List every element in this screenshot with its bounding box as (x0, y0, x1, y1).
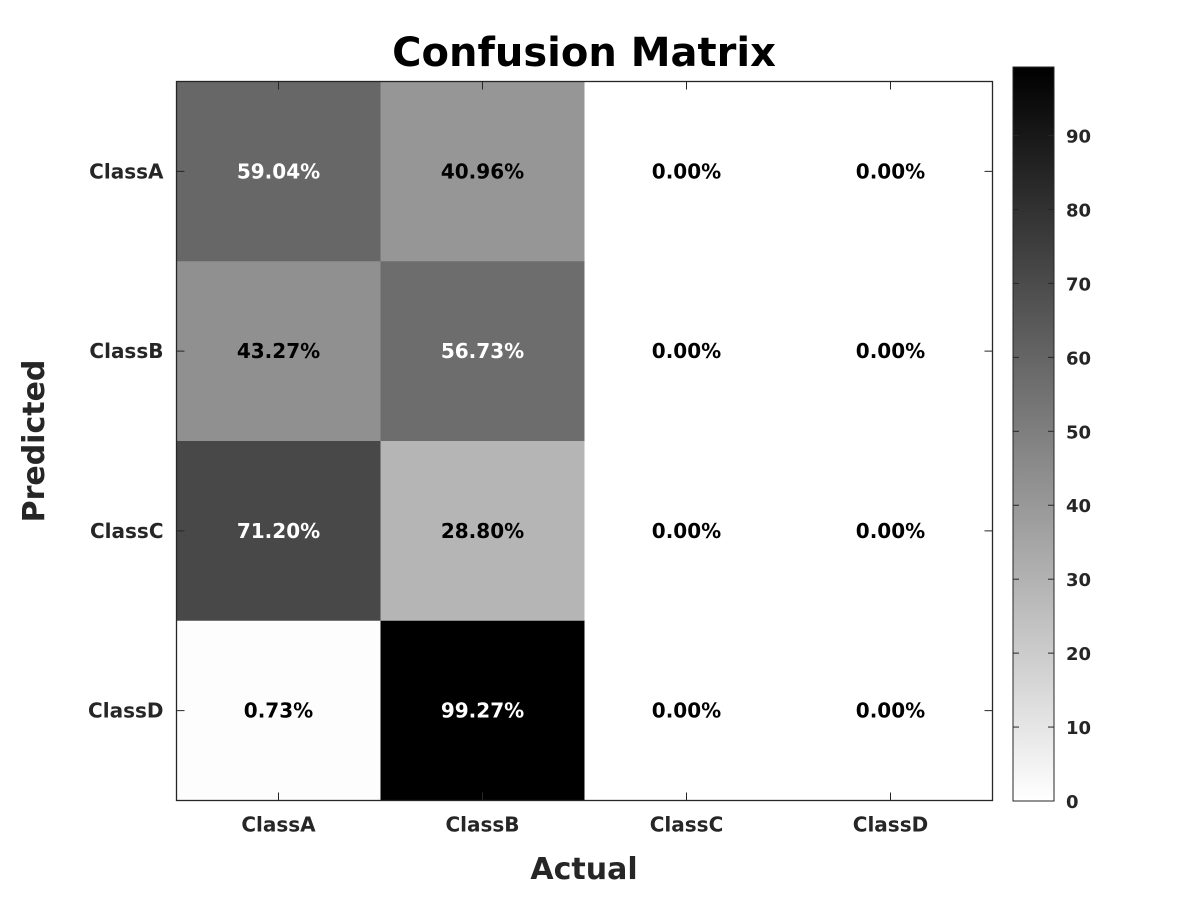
heatmap-cell (788, 620, 993, 801)
cell-value-label: 56.73% (441, 339, 524, 363)
x-tick-label: ClassB (445, 813, 519, 837)
heatmap-cell (380, 620, 585, 801)
cell-value-label: 40.96% (441, 159, 524, 183)
colorbar-tick-label: 20 (1066, 644, 1091, 665)
cell-value-label: 0.00% (856, 519, 925, 543)
x-tick-label: ClassA (241, 813, 316, 837)
axis-ticks (176, 81, 993, 801)
colorbar-tick-label: 30 (1066, 570, 1091, 591)
chart-title: Confusion Matrix (392, 30, 776, 76)
y-tick-label: ClassC (90, 519, 164, 543)
heatmap-cell (584, 81, 789, 262)
colorbar-tick-label: 10 (1066, 718, 1091, 739)
heatmap-cell (176, 620, 381, 801)
colorbar-tick-label: 90 (1066, 127, 1091, 148)
cell-value-label: 0.00% (652, 339, 721, 363)
cell-value-label: 0.00% (856, 159, 925, 183)
heatmap-cell (788, 81, 993, 262)
heatmap-cell (380, 81, 585, 262)
cell-value-label: 43.27% (237, 339, 320, 363)
cell-value-label: 0.00% (652, 159, 721, 183)
y-tick-label: ClassA (89, 159, 164, 183)
heatmap-cell (176, 441, 381, 622)
heatmap-cell (788, 261, 993, 442)
colorbar-tick-label: 60 (1066, 348, 1091, 369)
colorbar-gradient (1012, 66, 1055, 802)
y-tick-label: ClassD (88, 699, 163, 723)
cell-value-label: 0.00% (652, 519, 721, 543)
y-axis-label: Predicted (17, 360, 52, 523)
heatmap-cell (584, 441, 789, 622)
x-tick-label: ClassD (853, 813, 928, 837)
y-tick-label: ClassB (89, 339, 163, 363)
heatmap-cell (584, 261, 789, 442)
heatmap-cell (584, 620, 789, 801)
colorbar-tick-label: 70 (1066, 274, 1091, 295)
cell-value-label: 71.20% (237, 519, 320, 543)
cell-value-label: 28.80% (441, 519, 524, 543)
heatmap-cell (380, 261, 585, 442)
heatmap-cell (176, 81, 381, 262)
cell-value-label: 0.73% (244, 699, 313, 723)
colorbar-tick-label: 50 (1066, 422, 1091, 443)
cell-value-label: 0.00% (856, 699, 925, 723)
colorbar: 0 10 20 30 40 50 60 70 80 90 (1012, 66, 1091, 813)
heatmap-cell (380, 441, 585, 622)
cell-value-label: 0.00% (652, 699, 721, 723)
colorbar-tick-label: 0 (1066, 792, 1079, 813)
x-axis-label: Actual (530, 852, 637, 887)
colorbar-tick-label: 40 (1066, 496, 1091, 517)
x-tick-label: ClassC (650, 813, 724, 837)
cell-value-label: 59.04% (237, 159, 320, 183)
x-tick-labels: ClassA ClassB ClassC ClassD (241, 813, 928, 837)
cell-value-label: 0.00% (856, 339, 925, 363)
colorbar-tick-label: 80 (1066, 200, 1091, 221)
heatmap-cell (788, 441, 993, 622)
heatmap-cell (176, 261, 381, 442)
heatmap-cells (176, 81, 993, 801)
cell-value-label: 99.27% (441, 699, 524, 723)
cell-value-labels: 59.04% 40.96% 0.00% 0.00% 43.27% 56.73% 0.00% 0… (237, 159, 925, 722)
plot-frame (175, 80, 994, 802)
y-tick-labels: ClassA ClassB ClassC ClassD (88, 159, 164, 722)
colorbar-ticks: 0 10 20 30 40 50 60 70 80 90 (1013, 127, 1091, 813)
